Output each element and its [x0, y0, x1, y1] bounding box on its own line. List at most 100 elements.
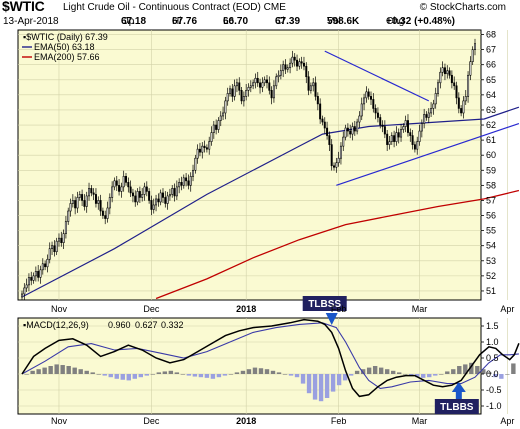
- title-row: $WTIC Light Crude Oil - Continuous Contr…: [0, 0, 520, 16]
- candle-body: [46, 258, 49, 268]
- candle-body: [131, 192, 134, 197]
- macd-histogram-bar: [384, 369, 390, 374]
- macd-histogram-bar: [162, 371, 168, 374]
- candle-body: [113, 180, 116, 188]
- macd-histogram-bar: [180, 374, 186, 375]
- candle-body: [150, 200, 153, 210]
- candle-body: [37, 271, 40, 278]
- legend-histogram-value: 0.332: [161, 320, 184, 330]
- price-xtick-label: Mar: [412, 304, 428, 314]
- macd-line: [21, 318, 520, 398]
- macd-histogram-bar: [198, 374, 204, 378]
- candle-body: [351, 126, 354, 135]
- tlbss-label-text: TLBSS: [308, 299, 341, 310]
- macd-histogram-bar: [150, 374, 156, 375]
- macd-histogram-bar: [427, 374, 432, 378]
- macd-histogram-bar: [324, 374, 330, 398]
- candle-body: [302, 62, 305, 67]
- candle-body: [252, 82, 255, 87]
- candle-body: [185, 177, 188, 182]
- price-ytick-label: 57: [486, 195, 496, 205]
- candle-body: [217, 120, 220, 130]
- candle-body: [434, 93, 437, 105]
- macd-histogram-bar: [348, 374, 354, 376]
- macd-histogram-bar: [234, 372, 240, 374]
- candle-body: [293, 56, 296, 61]
- candle-body: [81, 194, 84, 201]
- macd-histogram-bar: [457, 366, 462, 374]
- candle-body: [277, 74, 280, 78]
- stat-volume: Vol 598.6K: [327, 16, 360, 27]
- candle-body: [307, 76, 310, 91]
- macd-histogram-bar: [72, 367, 77, 374]
- candle-body: [192, 169, 195, 177]
- candle-body: [242, 96, 245, 102]
- macd-histogram-bar: [90, 372, 95, 374]
- candle-body: [224, 100, 227, 114]
- candle-body: [328, 135, 331, 145]
- price-ytick-label: 55: [486, 226, 496, 236]
- macd-histogram-bar: [216, 374, 222, 378]
- candle-body: [34, 271, 37, 277]
- candle-body: [122, 176, 125, 188]
- candle-body: [166, 195, 169, 204]
- candle-body: [41, 263, 44, 271]
- macd-histogram-bar: [360, 369, 366, 374]
- candle-body: [27, 277, 30, 286]
- candle-body: [457, 97, 460, 109]
- macd-signal-line: [21, 322, 519, 389]
- macd-histogram-bar: [499, 374, 504, 379]
- candle-body: [69, 203, 72, 212]
- macd-ytick-label: -1.0: [486, 401, 502, 411]
- price-ytick-label: 56: [486, 211, 496, 221]
- candle-body: [395, 132, 398, 142]
- tlbbs-label-text: TLBBS: [440, 402, 474, 413]
- candle-body: [453, 82, 456, 87]
- candle-body: [51, 245, 54, 250]
- candle-body: [231, 88, 234, 97]
- candle-body: [439, 71, 442, 84]
- macd-histogram-bar: [192, 374, 198, 377]
- candle-body: [64, 221, 67, 234]
- macd-histogram-bar: [96, 374, 101, 375]
- candle-body: [226, 93, 229, 102]
- macd-histogram-bar: [30, 370, 35, 374]
- candle-body: [335, 162, 338, 168]
- candle-body: [342, 136, 345, 147]
- candle-body: [275, 76, 278, 87]
- candle-body: [464, 96, 467, 102]
- candle-body: [205, 147, 208, 150]
- price-ytick-label: 60: [486, 150, 496, 160]
- macd-histogram-bar: [246, 369, 252, 374]
- candle-body: [261, 82, 264, 88]
- candle-body: [409, 132, 412, 136]
- macd-ytick-label: -0.5: [486, 385, 502, 395]
- candle-body: [62, 233, 65, 243]
- candle-body: [97, 200, 100, 204]
- price-panel: [17, 29, 482, 301]
- candle-body: [143, 186, 146, 195]
- candle-body: [386, 133, 389, 145]
- candle-body: [443, 67, 446, 75]
- candle-body: [286, 67, 289, 70]
- legend-signal-value: 0.627: [135, 320, 158, 330]
- candle-body: [88, 188, 91, 197]
- candle-body: [164, 197, 167, 204]
- candle-body: [118, 185, 121, 192]
- candle-body: [360, 103, 363, 117]
- candle-body: [259, 82, 262, 88]
- triangle-trendline: [336, 122, 520, 186]
- candle-body: [268, 82, 271, 91]
- price-ytick-label: 67: [486, 45, 496, 55]
- macd-histogram-bar: [439, 374, 444, 375]
- macd-histogram-bar: [240, 370, 246, 374]
- price-ytick-label: 68: [486, 30, 496, 40]
- date-label: 13-Apr-2018: [3, 16, 59, 27]
- candle-body: [356, 121, 359, 132]
- macd-histogram-bar: [306, 374, 312, 394]
- macd-panel: [17, 317, 482, 415]
- candle-body: [115, 180, 118, 186]
- macd-xtick-label: Feb: [331, 416, 347, 426]
- legend-macd-value: 0.960: [108, 320, 131, 330]
- macd-histogram-bar: [300, 374, 306, 384]
